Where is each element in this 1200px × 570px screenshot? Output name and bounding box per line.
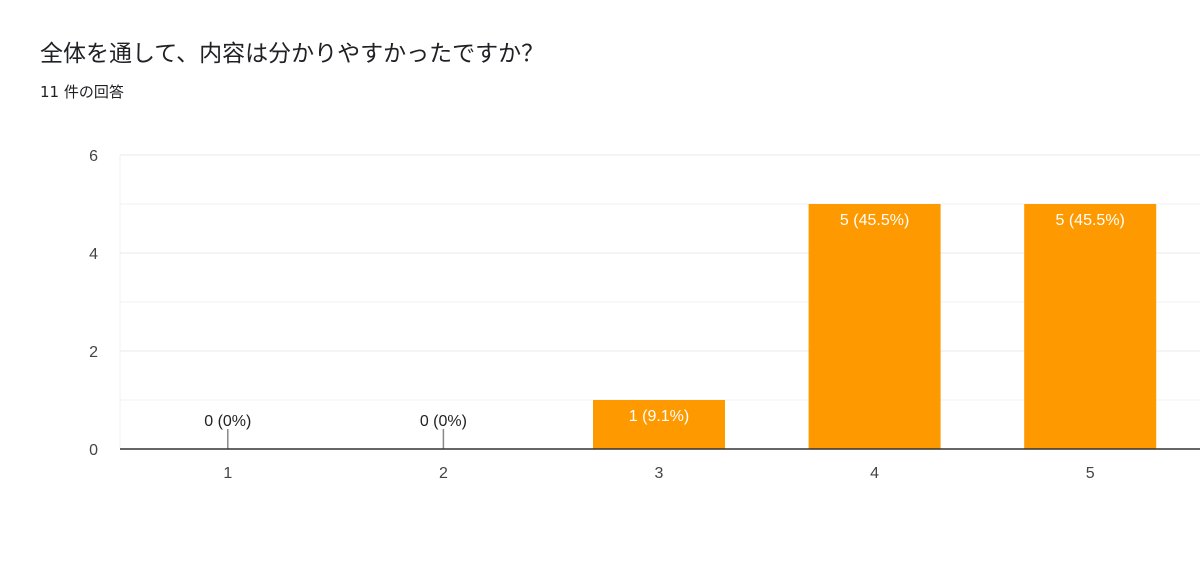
- data-label: 0 (0%): [420, 413, 467, 430]
- x-axis-ticks: 1 2 3 4 5: [223, 465, 1094, 482]
- data-label: 0 (0%): [204, 413, 251, 430]
- x-tick-label: 1: [223, 465, 232, 482]
- x-tick-label: 5: [1086, 465, 1095, 482]
- y-tick-label: 2: [89, 344, 98, 361]
- chart-title: 全体を通して、内容は分かりやすかったですか？: [40, 41, 545, 67]
- bars: [227, 204, 1157, 449]
- x-tick-label: 2: [439, 465, 448, 482]
- y-tick-label: 0: [89, 442, 98, 459]
- bar[interactable]: [593, 400, 725, 449]
- x-tick-label: 3: [655, 465, 664, 482]
- data-labels: 0 (0%) 0 (0%) 1 (9.1%) 5 (45.5%) 5 (45.5%): [204, 212, 1125, 430]
- y-tick-label: 6: [89, 148, 98, 165]
- y-tick-label: 4: [89, 246, 98, 263]
- bar[interactable]: [808, 204, 941, 449]
- data-label: 5 (45.5%): [1056, 212, 1125, 229]
- data-label: 5 (45.5%): [840, 212, 909, 229]
- x-tick-label: 4: [870, 465, 879, 482]
- bar[interactable]: [1024, 204, 1157, 449]
- response-count: 11 件の回答: [40, 83, 124, 101]
- data-label: 1 (9.1%): [629, 408, 689, 425]
- y-axis-ticks: 0 2 4 6: [89, 148, 98, 459]
